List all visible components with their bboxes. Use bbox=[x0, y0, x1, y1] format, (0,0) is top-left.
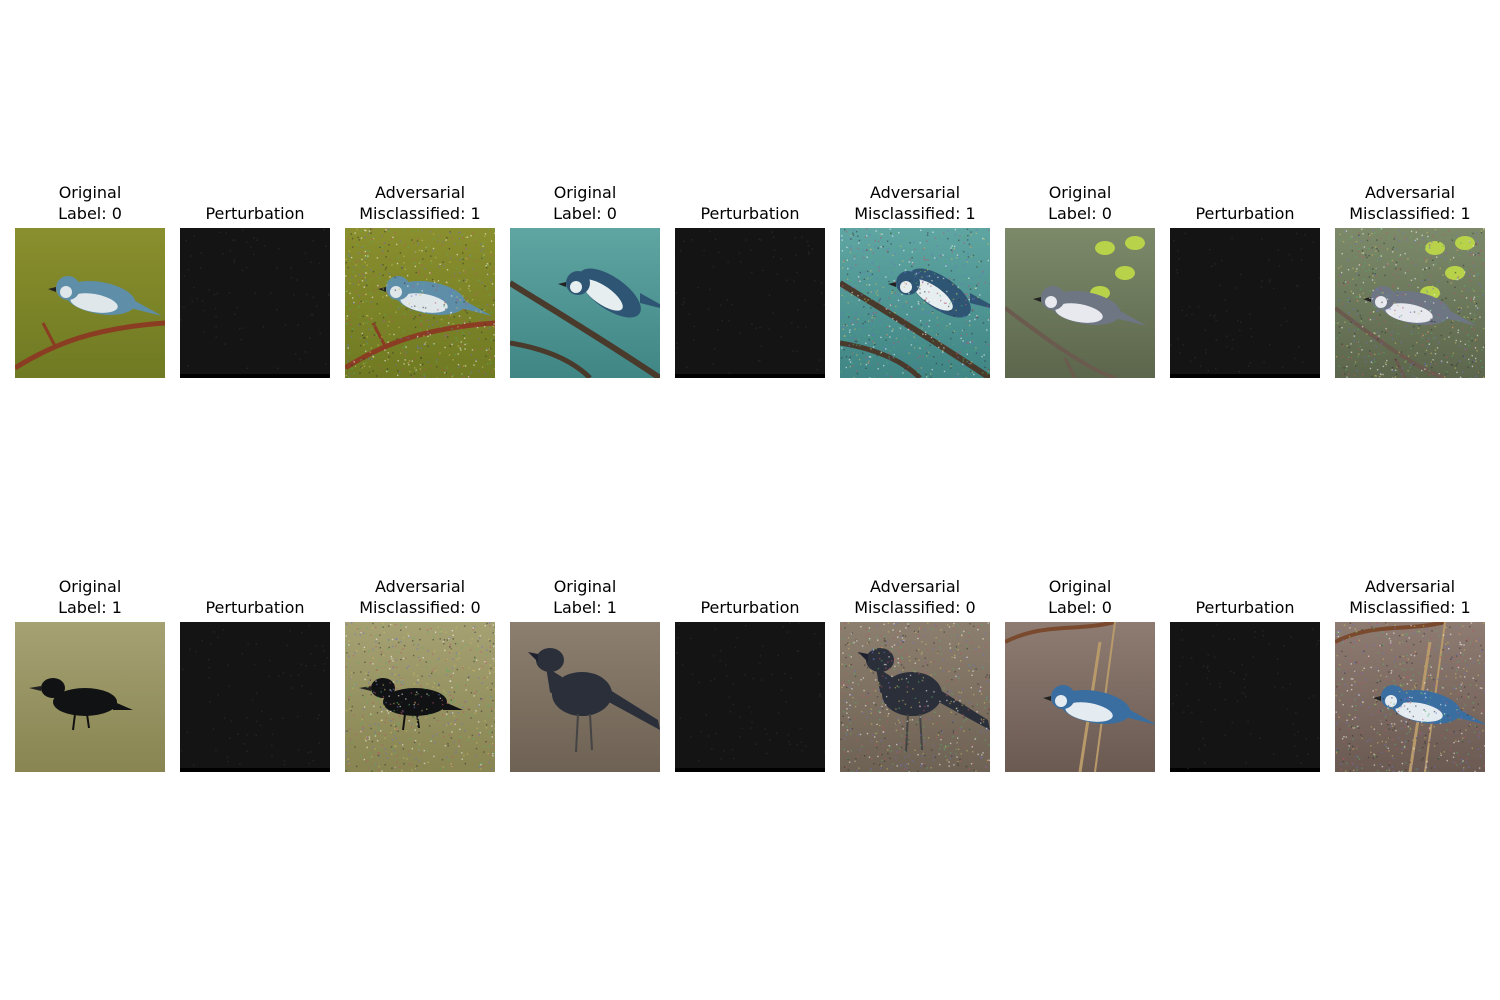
original-image bbox=[510, 622, 660, 772]
panel-title: Adversarial Misclassified: 1 bbox=[1349, 577, 1471, 617]
panel-title: Original Label: 0 bbox=[1048, 577, 1112, 617]
panel-title: Original Label: 0 bbox=[1048, 183, 1112, 223]
panel-title: Adversarial Misclassified: 1 bbox=[359, 183, 481, 223]
adversarial-svg bbox=[1335, 228, 1485, 378]
perturbation-svg bbox=[1170, 622, 1320, 772]
perturbation-image bbox=[180, 228, 330, 378]
original-image bbox=[510, 228, 660, 378]
perturbation-image bbox=[1170, 622, 1320, 772]
panel-title: Perturbation bbox=[700, 598, 800, 617]
original-image bbox=[15, 622, 165, 772]
perturbation-image bbox=[675, 622, 825, 772]
adversarial-svg bbox=[1335, 622, 1485, 772]
panel-title: Perturbation bbox=[1195, 598, 1295, 617]
original-image bbox=[15, 228, 165, 378]
panel-title: Perturbation bbox=[205, 598, 305, 617]
original-svg bbox=[15, 622, 165, 772]
perturbation-svg bbox=[180, 622, 330, 772]
panel-title: Adversarial Misclassified: 1 bbox=[1349, 183, 1471, 223]
original-image bbox=[1005, 228, 1155, 378]
panel-title: Original Label: 0 bbox=[553, 183, 617, 223]
perturbation-image bbox=[1170, 228, 1320, 378]
perturbation-svg bbox=[180, 228, 330, 378]
panel-title: Original Label: 1 bbox=[553, 577, 617, 617]
original-svg bbox=[1005, 622, 1155, 772]
adversarial-svg bbox=[345, 228, 495, 378]
adversarial-image bbox=[840, 228, 990, 378]
original-svg bbox=[1005, 228, 1155, 378]
panel-title: Original Label: 1 bbox=[58, 577, 122, 617]
perturbation-image bbox=[675, 228, 825, 378]
original-image bbox=[1005, 622, 1155, 772]
perturbation-svg bbox=[675, 622, 825, 772]
panel-title: Perturbation bbox=[1195, 204, 1295, 223]
perturbation-svg bbox=[675, 228, 825, 378]
perturbation-image bbox=[180, 622, 330, 772]
adversarial-image bbox=[1335, 228, 1485, 378]
perturbation-svg bbox=[1170, 228, 1320, 378]
panel-title: Perturbation bbox=[700, 204, 800, 223]
panel-title: Perturbation bbox=[205, 204, 305, 223]
panel-title: Adversarial Misclassified: 0 bbox=[854, 577, 976, 617]
original-svg bbox=[510, 622, 660, 772]
adversarial-svg bbox=[840, 228, 990, 378]
adversarial-image bbox=[1335, 622, 1485, 772]
original-svg bbox=[510, 228, 660, 378]
adversarial-svg bbox=[345, 622, 495, 772]
original-svg bbox=[15, 228, 165, 378]
adversarial-image bbox=[345, 228, 495, 378]
panel-title: Adversarial Misclassified: 1 bbox=[854, 183, 976, 223]
panel-title: Adversarial Misclassified: 0 bbox=[359, 577, 481, 617]
adversarial-svg bbox=[840, 622, 990, 772]
adversarial-image bbox=[840, 622, 990, 772]
adversarial-image bbox=[345, 622, 495, 772]
panel-title: Original Label: 0 bbox=[58, 183, 122, 223]
